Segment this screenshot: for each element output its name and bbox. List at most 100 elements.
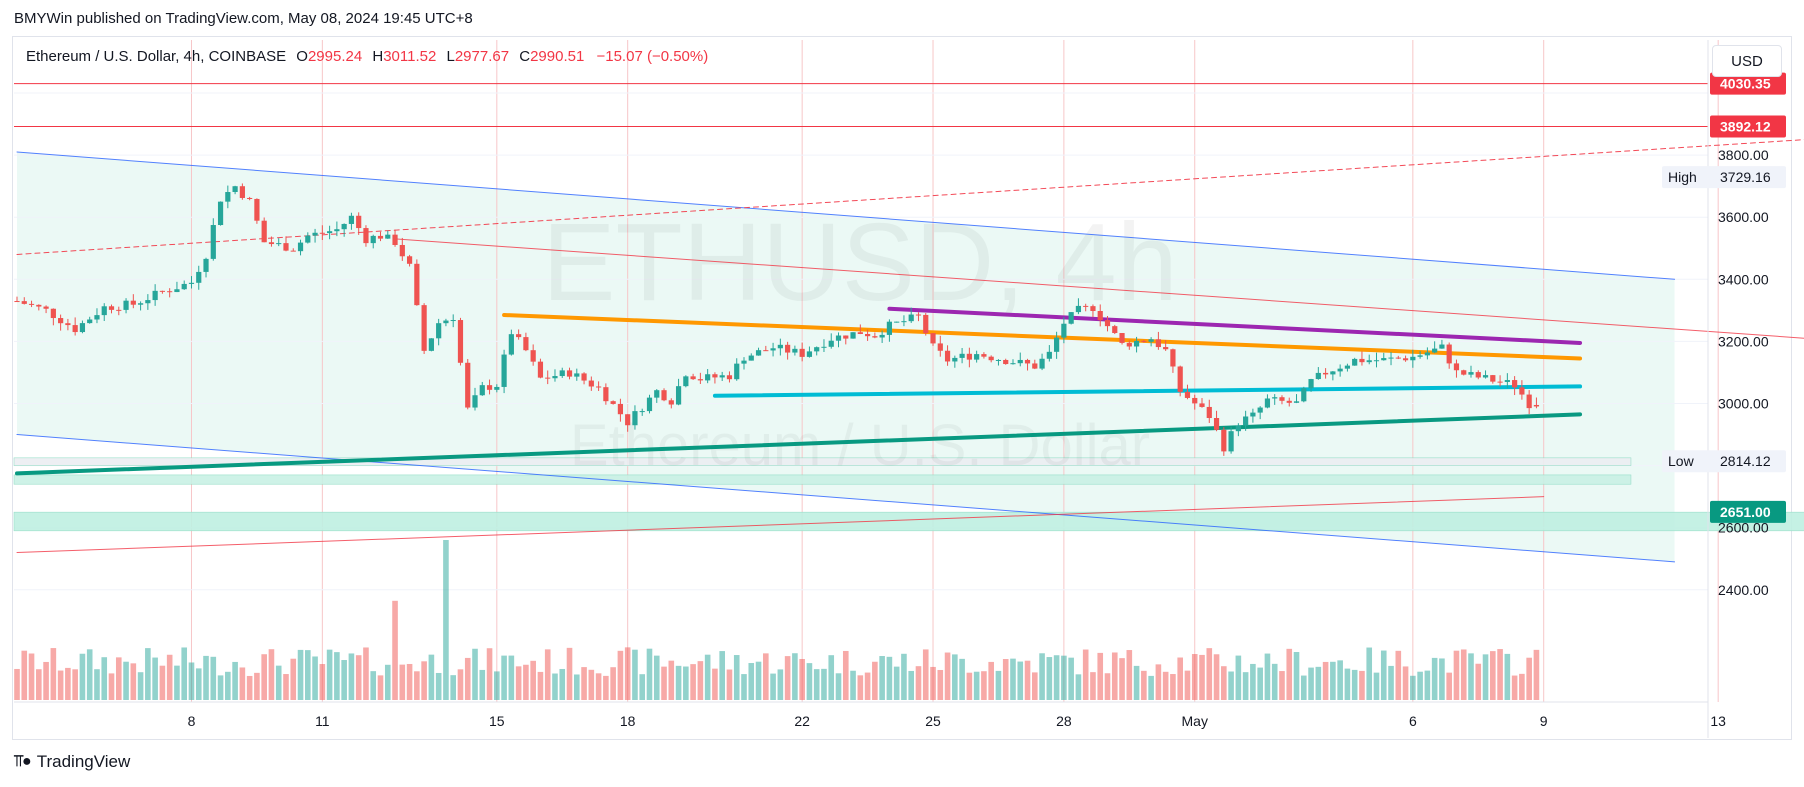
- volume-bar: [195, 668, 202, 700]
- volume-bar: [1293, 652, 1300, 700]
- price-tick-label: 2400.00: [1718, 582, 1769, 598]
- candle-body: [58, 318, 64, 324]
- support-zone: [13, 457, 1632, 466]
- volume-bar: [145, 648, 151, 700]
- volume-bar: [1111, 652, 1118, 700]
- candle-body: [1133, 340, 1140, 347]
- volume-bar: [879, 656, 885, 700]
- volume-bar: [872, 661, 878, 700]
- candle-body: [341, 223, 347, 230]
- candle-body: [937, 343, 943, 351]
- candle-body: [508, 334, 514, 355]
- currency-button[interactable]: USD: [1712, 45, 1782, 77]
- candle-body: [319, 232, 325, 234]
- candle-body: [276, 243, 282, 245]
- volume-bar: [275, 665, 282, 700]
- volume-bar: [675, 665, 682, 700]
- publisher-caption: BMYWin published on TradingView.com, May…: [14, 10, 473, 27]
- volume-bar: [28, 653, 35, 700]
- volume-bar: [683, 666, 689, 700]
- candle-body: [843, 335, 849, 339]
- volume-bar: [406, 663, 413, 700]
- symbol-title[interactable]: Ethereum / U.S. Dollar, 4h, COINBASE: [26, 48, 287, 65]
- candle-body: [1490, 375, 1496, 382]
- volume-bar: [1526, 657, 1532, 700]
- time-tick-label: 9: [1540, 713, 1548, 729]
- candle-body: [1235, 425, 1241, 432]
- candle-body: [1359, 358, 1365, 363]
- candle-body: [1373, 360, 1380, 362]
- volume-bar: [726, 669, 733, 700]
- time-tick-label: 6: [1409, 713, 1417, 729]
- volume-bar: [1410, 675, 1416, 700]
- candle-body: [1337, 368, 1343, 372]
- volume-bar: [319, 664, 326, 700]
- volume-bar: [1395, 650, 1402, 700]
- candle-body: [705, 374, 711, 381]
- candle-body: [1075, 305, 1082, 313]
- volume-bar: [268, 649, 275, 700]
- candle-body: [1315, 372, 1321, 380]
- candle-body: [1301, 388, 1307, 402]
- candle-body: [1032, 363, 1038, 369]
- volume-bar: [43, 661, 49, 700]
- candle-body: [675, 386, 682, 405]
- volume-bar: [646, 648, 653, 700]
- trendline-channel-upper: [16, 151, 1676, 280]
- time-tick-label: 18: [620, 713, 636, 729]
- candle-body: [995, 359, 1002, 361]
- candle-body: [1177, 366, 1183, 392]
- volume-bar: [1133, 665, 1140, 700]
- candle-body: [901, 321, 907, 323]
- candle-body: [1366, 360, 1372, 363]
- stat-badge: [1662, 166, 1786, 189]
- candle-body: [385, 234, 391, 239]
- volume-bar: [1264, 653, 1271, 700]
- candle-body: [14, 301, 20, 303]
- candle-body: [1402, 358, 1409, 361]
- candle-body: [864, 333, 871, 337]
- candle-body: [835, 335, 842, 341]
- candle-body: [28, 303, 35, 305]
- candle-body: [1410, 356, 1416, 361]
- volume-bar: [1141, 670, 1147, 700]
- candle-body: [436, 323, 442, 339]
- volume-bar: [1235, 655, 1242, 700]
- trendline-orange: [502, 313, 1583, 361]
- candle-body: [915, 314, 922, 316]
- high-value: 3011.52: [383, 48, 437, 65]
- candle-body: [443, 320, 449, 324]
- footer-brand[interactable]: ⫪● TradingView: [14, 752, 130, 772]
- candle-body: [661, 390, 667, 401]
- candle-body: [305, 235, 311, 243]
- candle-body: [377, 235, 384, 239]
- volume-bar: [450, 675, 456, 700]
- volume-bar: [1039, 653, 1045, 700]
- time-tick-label: 25: [925, 713, 941, 729]
- candle-body: [639, 411, 645, 413]
- volume-bar: [552, 673, 558, 700]
- volume-bar: [421, 661, 427, 700]
- volume-bar: [232, 661, 238, 700]
- candle-body: [566, 370, 573, 377]
- volume-bar: [566, 647, 573, 700]
- volume-bar: [886, 656, 893, 700]
- volume-bar: [435, 672, 442, 700]
- volume-bar: [603, 675, 609, 700]
- candle-body: [79, 323, 86, 333]
- candle-body: [36, 304, 42, 307]
- candle-body: [1344, 365, 1351, 369]
- volume-bar: [1213, 654, 1220, 700]
- watermark-name: Ethereum / U.S. Dollar: [570, 413, 1150, 478]
- volume-bar: [988, 661, 994, 700]
- candle-body: [457, 320, 464, 363]
- candle-body: [399, 244, 405, 257]
- candle-body: [574, 373, 580, 377]
- candle-body: [290, 250, 296, 252]
- candle-body: [872, 336, 878, 338]
- candle-body: [712, 374, 718, 378]
- candle-body: [297, 242, 304, 252]
- candle-body: [268, 242, 275, 245]
- volume-bar: [392, 600, 398, 700]
